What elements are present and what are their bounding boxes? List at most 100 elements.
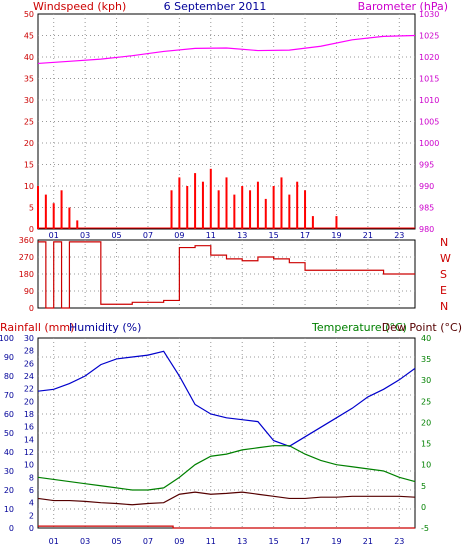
temperature-tick-label: 0 [421,503,426,512]
x-tick-label: 21 [363,537,373,546]
windspeed-tick-label: 20 [24,139,34,148]
windspeed-tick-label: 30 [24,96,34,105]
barometer-tick-label: 1000 [419,139,439,148]
x-tick-label: 15 [269,231,279,240]
x-tick-label: 03 [80,231,90,240]
windspeed-tick-label: 15 [24,161,34,170]
temperature-tick-label: 10 [421,461,431,470]
humidity-tick-label: 12 [24,448,34,457]
rainfall-tick-label: 80 [4,372,14,381]
x-tick-label: 11 [206,231,216,240]
humidity-tick-label: 26 [24,359,34,368]
compass-label: N [440,236,448,249]
x-tick-label: 05 [111,231,121,240]
rainfall-tick-label: 90 [4,353,14,362]
x-tick-label: 09 [174,537,184,546]
barometer-tick-label: 985 [419,204,434,213]
humidity-tick-label: 0 [29,524,34,533]
x-tick-label: 13 [237,231,247,240]
humidity-tick-label: 24 [24,372,34,381]
x-tick-label: 21 [363,231,373,240]
barometer-tick-label: 1010 [419,96,439,105]
windspeed-tick-label: 25 [24,118,34,127]
temperature-line [37,445,416,491]
windspeed-tick-label: 40 [24,53,34,62]
windspeed-tick-label: 5 [29,204,34,213]
temperature-tick-label: 35 [421,355,431,364]
temperature-tick-label: 5 [421,482,426,491]
temperature-tick-label: 30 [421,376,431,385]
temperature-tick-label: 15 [421,440,431,449]
direction-tick-label: 270 [19,253,34,262]
compass-label: S [440,268,447,281]
humidity-tick-label: 8 [29,473,34,482]
humidity-tick-label: 10 [24,461,34,470]
humidity-tick-label: 22 [24,385,34,394]
x-tick-label: 11 [206,537,216,546]
x-tick-label: 03 [80,537,90,546]
humidity-tick-label: 4 [29,499,34,508]
barometer-tick-label: 980 [419,225,434,234]
x-tick-label: 17 [300,231,310,240]
x-tick-label: 19 [331,537,341,546]
temperature-tick-label: 25 [421,397,431,406]
rainfall-tick-label: 20 [4,486,14,495]
rainfall-tick-label: 40 [4,448,14,457]
chart-date-title: 6 September 2011 [164,0,267,13]
rainfall-tick-label: 10 [4,505,14,514]
dewpoint-line [37,491,416,506]
x-tick-label: 15 [269,537,279,546]
windspeed-axis-title: Windspeed (kph) [33,0,126,13]
direction-tick-label: 0 [29,304,34,313]
x-tick-label: 07 [143,537,153,546]
windspeed-tick-label: 35 [24,75,34,84]
direction-tick-label: 360 [19,236,34,245]
wind-direction-line [38,241,415,309]
barometer-tick-label: 1025 [419,32,439,41]
barometer-tick-label: 1015 [419,75,439,84]
humidity-tick-label: 18 [24,410,34,419]
rainfall-line [38,525,415,529]
barometer-line [37,34,416,65]
barometer-tick-label: 1020 [419,53,439,62]
x-tick-label: 07 [143,231,153,240]
temperature-tick-label: 40 [421,334,431,343]
x-tick-label: 09 [174,231,184,240]
humidity-tick-label: 20 [24,397,34,406]
barometer-tick-label: 1005 [419,118,439,127]
windspeed-tick-label: 0 [29,225,34,234]
windspeed-tick-label: 45 [24,32,34,41]
compass-label: E [440,284,447,297]
rainfall-tick-label: 100 [0,334,14,343]
humidity-tick-label: 28 [24,347,34,356]
temperature-tick-label: 20 [421,418,431,427]
rainfall-tick-label: 60 [4,410,14,419]
rainfall-tick-label: 0 [9,524,14,533]
temperature-axis-title: Temperature (°C) [311,321,407,334]
rainfall-tick-label: 50 [4,429,14,438]
x-tick-label: 19 [331,231,341,240]
direction-tick-label: 90 [24,287,34,296]
humidity-tick-label: 2 [29,511,34,520]
direction-tick-label: 180 [19,270,34,279]
rainfall-tick-label: 30 [4,467,14,476]
rainfall-axis-title: Rainfall (mm) [0,321,74,334]
windspeed-tick-label: 50 [24,10,34,19]
humidity-tick-label: 30 [24,334,34,343]
x-tick-label: 05 [111,537,121,546]
x-tick-label: 01 [49,537,59,546]
humidity-tick-label: 14 [24,435,34,444]
x-tick-label: 23 [394,537,404,546]
compass-label: W [440,252,451,265]
barometer-axis-title: Barometer (hPa) [358,0,448,13]
humidity-axis-title: Humidity (%) [69,321,141,334]
barometer-tick-label: 995 [419,161,434,170]
compass-label: N [440,300,448,313]
barometer-tick-label: 990 [419,182,434,191]
humidity-line [37,350,416,447]
windspeed-tick-label: 10 [24,182,34,191]
rainfall-tick-label: 70 [4,391,14,400]
x-tick-label: 23 [394,231,404,240]
barometer-tick-label: 1030 [419,10,439,19]
